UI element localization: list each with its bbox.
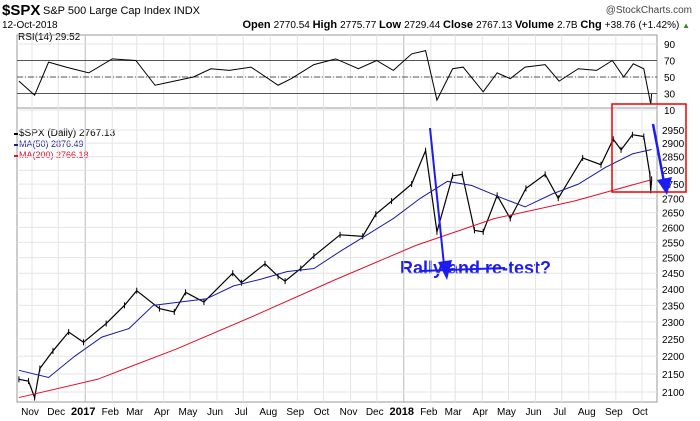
rsi-line [18, 49, 653, 105]
x-tick-label: Jul [235, 407, 248, 418]
price-tick-label: 2750 [662, 180, 685, 191]
highlight-box [611, 103, 687, 193]
x-tick-label: Nov [340, 407, 358, 418]
price-tick-label: 2450 [662, 269, 685, 280]
exchange: INDX [173, 5, 200, 17]
support-line [419, 267, 506, 272]
x-tick-label: Feb [420, 407, 438, 418]
rsi-tick-label: 70 [664, 57, 676, 68]
arrow-head-icon [657, 177, 672, 195]
price-tick-label: 2900 [662, 139, 685, 150]
legend-ma200: MA(200) 2766.18 [19, 150, 89, 160]
x-tick-label: May [179, 407, 198, 418]
quote-label: Volume [515, 19, 557, 31]
price-tick-label: 2100 [662, 388, 685, 399]
rsi-tick-label: 30 [664, 90, 676, 101]
x-tick-label: Dec [366, 407, 384, 418]
x-tick-label: Oct [314, 407, 330, 418]
x-tick-label: 2018 [390, 406, 414, 418]
price-tick-label: 2550 [662, 238, 685, 249]
x-tick-label: Oct [632, 407, 648, 418]
ma50-line [18, 148, 652, 379]
x-tick-label: Nov [21, 407, 39, 418]
price-tick-label: 2850 [662, 153, 685, 164]
x-tick-label: Jul [553, 407, 566, 418]
quote-value: 2775.77 [340, 20, 380, 31]
x-tick-label: Mar [126, 407, 144, 418]
legend-ma200-swatch [14, 155, 18, 157]
quote-value: +38.76 (+1.42%) [604, 20, 683, 31]
price-tick-label: 2800 [662, 166, 685, 177]
rsi-tick-label: 50 [664, 73, 676, 84]
index-name: S&P 500 Large Cap Index INDX [43, 5, 200, 17]
rsi-label: RSI(14) 29.52 [18, 32, 81, 43]
index-name-text: S&P 500 Large Cap Index [43, 5, 171, 17]
x-tick-label: 2017 [71, 406, 95, 418]
x-tick-label: Aug [259, 407, 277, 418]
legend-ma50-swatch [14, 144, 18, 146]
x-tick-label: Aug [578, 407, 596, 418]
arrow-line [651, 123, 666, 183]
price-tick-label: 2650 [662, 209, 685, 220]
price-tick-label: 2250 [662, 335, 685, 346]
quote-label: Low [379, 19, 405, 31]
quote-label: Close [443, 19, 477, 31]
price-frame [16, 107, 658, 403]
legend-price: $SPX (Daily) 2767.13 [19, 128, 116, 139]
x-tick-label: Apr [154, 407, 170, 418]
quote-value: 2.7B [556, 20, 581, 31]
price-tick-label: 2500 [662, 254, 685, 265]
rsi-frame [16, 34, 658, 109]
x-tick-label: Jun [525, 407, 541, 418]
quote-value: 2770.54 [273, 20, 313, 31]
price-tick-label: 2950 [662, 126, 685, 137]
x-tick-label: Sep [286, 407, 304, 418]
quote-value: 2767.13 [476, 20, 515, 31]
x-tick-label: May [497, 407, 516, 418]
x-tick-label: Mar [445, 407, 463, 418]
price-tick-label: 2300 [662, 318, 685, 329]
price-tick-label: 2700 [662, 194, 685, 205]
rsi-tick-label: 10 [664, 106, 676, 117]
up-triangle-icon: ▲ [682, 21, 690, 30]
quote-label: Open [242, 19, 274, 31]
price-tick-label: 2150 [662, 370, 685, 381]
price-tick-label: 2350 [662, 301, 685, 312]
price-tick-label: 2200 [662, 352, 685, 363]
price-line [18, 134, 653, 400]
quote-label: High [312, 19, 341, 31]
quote-value: 2729.44 [404, 20, 444, 31]
arrow-line [429, 127, 445, 266]
price-tick-label: 2400 [662, 285, 685, 296]
x-tick-label: Apr [473, 407, 489, 418]
x-tick-label: Sep [605, 407, 623, 418]
legend-ma50: MA(50) 2876.49 [19, 139, 84, 149]
legend-price-icon [14, 133, 18, 135]
quote-date: 12-Oct-2018 [2, 20, 58, 31]
price-tick-label: 2600 [662, 223, 685, 234]
quote-label: Chg [580, 19, 605, 31]
quote-line: Open 2770.54 High 2775.77 Low 2729.44 Cl… [243, 19, 691, 31]
watermark: @StockCharts.com [605, 5, 692, 16]
ma200-line [18, 179, 652, 399]
x-tick-label: Dec [47, 407, 65, 418]
rsi-tick-label: 90 [664, 40, 676, 51]
symbol: $SPX [2, 2, 41, 19]
x-tick-label: Jun [207, 407, 223, 418]
x-tick-label: Feb [102, 407, 120, 418]
